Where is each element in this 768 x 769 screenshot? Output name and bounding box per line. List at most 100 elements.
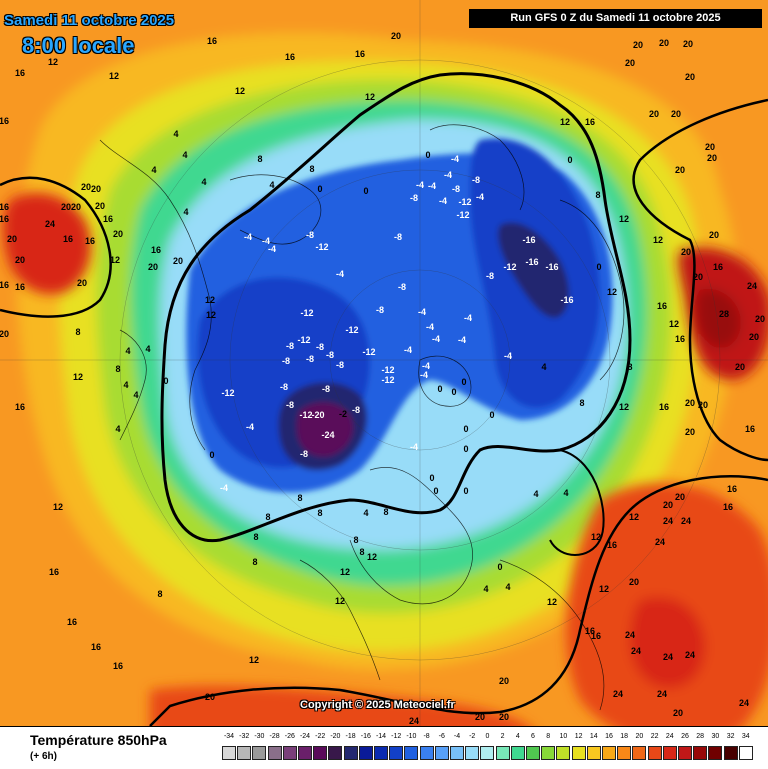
legend-value-label: -28	[269, 733, 280, 740]
temperature-label: 20	[0, 329, 9, 339]
legend-swatch	[252, 746, 267, 760]
temperature-label: -4	[416, 180, 424, 190]
temperature-label: -8	[286, 400, 294, 410]
temperature-label: -12	[362, 347, 375, 357]
temperature-label: 8	[265, 512, 270, 522]
legend-swatch	[541, 746, 556, 760]
temperature-label: 20	[71, 202, 81, 212]
temperature-label: -4	[220, 483, 228, 493]
temperature-label: 16	[607, 540, 617, 550]
legend-swatch	[480, 746, 495, 760]
temperature-label: -8	[486, 271, 494, 281]
temperature-label: -4	[428, 181, 436, 191]
temperature-label: 16	[585, 117, 595, 127]
legend-swatch	[708, 746, 723, 760]
temperature-label: -8	[472, 175, 480, 185]
legend-swatch	[313, 746, 328, 760]
temperature-label: -12	[300, 308, 313, 318]
temperature-label: 16	[745, 424, 755, 434]
temperature-label: 16	[49, 567, 59, 577]
legend-swatch	[586, 746, 601, 760]
temperature-label: 20	[15, 255, 25, 265]
temperature-label: 8	[595, 190, 600, 200]
temperature-label: 4	[115, 424, 120, 434]
legend-swatch	[237, 746, 252, 760]
temperature-map[interactable]: 20 16 12 16 12 16 16 12 16 12 20 20 20 20 20 20 20 20 20 20…	[0, 0, 768, 726]
temperature-label: 20	[681, 247, 691, 257]
date-label: Samedi 11 octobre 2025	[4, 12, 175, 29]
temperature-label: 20	[673, 708, 683, 718]
legend-value-label: 20	[635, 733, 644, 740]
temperature-label: 20	[148, 262, 158, 272]
temperature-label: -4	[404, 345, 412, 355]
temperature-label: -8	[306, 354, 314, 364]
legend-swatch	[465, 746, 480, 760]
temperature-label: 16	[207, 36, 217, 46]
temperature-label: 8	[252, 557, 257, 567]
parameter-title: Température 850hPa	[30, 732, 167, 748]
legend-value-label: -6	[438, 733, 445, 740]
legend-value-label: 16	[605, 733, 613, 740]
temperature-label: 20	[81, 182, 91, 192]
temperature-label: 0	[433, 486, 438, 496]
legend-swatch	[374, 746, 388, 760]
legend-swatch	[389, 746, 404, 760]
temperature-label: -8	[326, 350, 334, 360]
temperature-label: 8	[317, 508, 322, 518]
temperature-label: -4	[244, 232, 252, 242]
temperature-label: 20	[61, 202, 71, 212]
time-label: 8:00 locale	[22, 33, 135, 58]
temperature-label: -8	[452, 184, 460, 194]
legend-value-label: -16	[360, 733, 371, 740]
legend-value-label: -2	[469, 733, 476, 740]
temperature-label: -8	[336, 360, 344, 370]
temperature-label: 8	[75, 327, 80, 337]
temperature-label: -4	[444, 170, 452, 180]
temperature-label: 12	[619, 402, 629, 412]
legend-swatch	[632, 746, 647, 760]
temperature-label: 12	[560, 117, 570, 127]
temperature-label: 8	[297, 493, 302, 503]
temperature-label: 20	[113, 229, 123, 239]
temperature-label: 20	[649, 109, 659, 119]
temperature-label: 4	[125, 346, 130, 356]
temperature-label: -8	[280, 382, 288, 392]
temperature-label: 20	[91, 184, 101, 194]
legend-swatch	[662, 746, 677, 760]
temperature-label: 4	[541, 362, 546, 372]
temperature-label: -12	[315, 242, 328, 252]
legend-swatch	[495, 746, 510, 760]
temperature-label: 24	[663, 652, 673, 662]
temperature-label: 20	[705, 142, 715, 152]
temperature-label: 4	[151, 165, 156, 175]
temperature-label: 20	[499, 712, 509, 722]
temperature-label: 12	[109, 71, 119, 81]
temperature-label: 4	[133, 390, 138, 400]
temperature-label: 24	[747, 281, 757, 291]
temperature-label: 20	[683, 39, 693, 49]
legend-swatch	[404, 746, 419, 760]
temperature-label: 20	[475, 712, 485, 722]
temperature-label: -4	[422, 361, 430, 371]
temperature-label: 12	[547, 597, 557, 607]
temperature-label: 4	[123, 380, 128, 390]
legend-value-label: 26	[681, 733, 689, 740]
temperature-label: 12	[629, 512, 639, 522]
temperature-label: 28	[719, 309, 729, 319]
temperature-label: 20	[499, 676, 509, 686]
legend-value-label: 24	[665, 733, 674, 740]
temperature-label: -12	[221, 388, 234, 398]
legend-swatch	[738, 746, 753, 760]
temperature-label: -16	[525, 257, 538, 267]
temperature-label: 0	[596, 262, 601, 272]
temperature-label: 20	[755, 314, 765, 324]
temperature-label: 0	[425, 150, 430, 160]
temperature-label: -4	[476, 192, 484, 202]
legend-value-label: -22	[315, 733, 326, 740]
temperature-label: 16	[113, 661, 123, 671]
temperature-label: 4	[173, 129, 178, 139]
run-info-label: Run GFS 0 Z du Samedi 11 octobre 2025	[469, 9, 762, 28]
temperature-label: 12	[73, 372, 83, 382]
legend-swatch	[678, 746, 692, 760]
